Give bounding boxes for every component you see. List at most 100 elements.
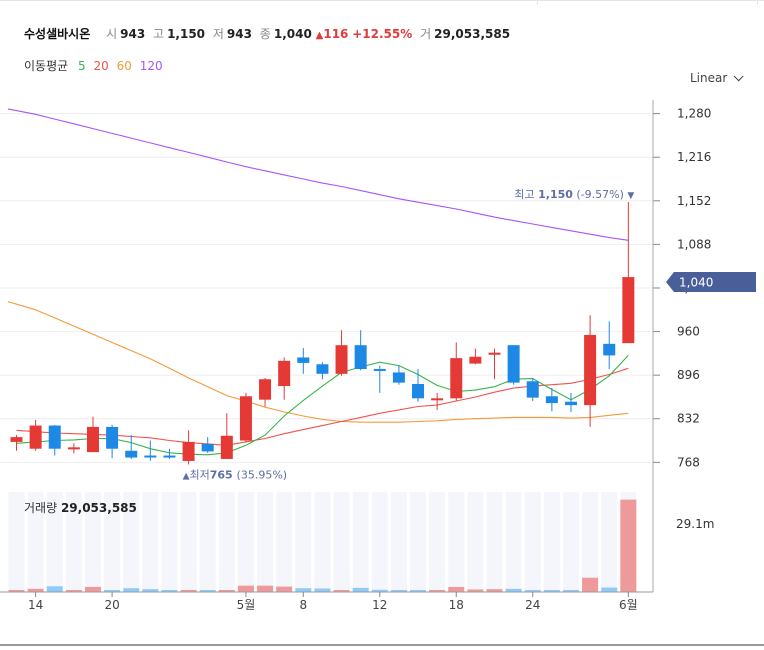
candle-body [67,447,80,450]
volume-bar [352,587,369,592]
volume-bg-bar [46,492,63,592]
volume-bg-bar [123,492,140,592]
low-value: 943 [226,27,252,41]
volume-bg-bar [352,492,369,592]
high-annotation: 최고 1,150 (-9.57%) ▼ [514,188,634,201]
grid-lines [0,113,653,463]
ma-legend-20[interactable]: 20 [93,59,109,73]
open-label: 시 [106,27,118,41]
low-annotation-value: 765 [210,468,237,481]
volume-bar [276,586,293,592]
volume-bg-bar [27,492,44,592]
ma5-line [16,355,629,456]
candle-body [220,435,233,459]
high-annotation-value: 1,150 [538,188,573,201]
volume-bar [371,589,388,592]
volume-value: 29,053,585 [434,27,511,41]
volume-bg-bar [199,492,216,592]
candle-body [297,357,310,363]
ma-legend-5[interactable]: 5 [78,59,86,73]
y-tick-label: 768 [677,455,700,469]
volume-bar [161,590,178,592]
scale-toggle-dropdown[interactable]: Linear [690,71,744,85]
change-percent: +12.55% [352,27,413,41]
volume-bg-bar [8,492,25,592]
high-label: 고 [153,27,165,41]
x-tick-label: 12 [372,598,387,612]
candle-body [201,443,214,452]
candle-body [507,345,520,383]
y-tick-label: 1,152 [677,194,711,208]
current-price-text: 1,040 [679,276,713,290]
volume-panel-title: 거래량 29,053,585 [24,499,137,516]
candle-body [125,450,138,458]
volume-bar [524,590,541,592]
high-value: 1,150 [167,27,206,41]
volume-bar [142,589,159,592]
volume-bg-bar [582,492,599,592]
candle-body [259,379,272,400]
volume-bars [8,499,637,592]
candle-body [86,426,99,453]
volume-bar [218,590,235,592]
close-label: 종 [259,27,271,41]
volume-bar [46,586,63,592]
candle-body [10,437,23,442]
volume-bar [333,590,350,592]
candle-body [488,352,501,355]
y-tick-label: 896 [677,368,700,382]
volume-bar [448,586,465,592]
x-tick-label: 20 [104,598,119,612]
volume-bar [390,590,407,592]
candle-body [335,345,348,374]
volume-bg-bar [562,492,579,592]
high-annotation-prefix: 최고 [514,188,538,201]
candle-body [431,398,444,401]
candle-body [239,396,252,441]
change-value: 116 [323,27,349,41]
volume-label: 거 [420,27,432,41]
volume-bar [601,587,618,592]
low-annotation-pct: (35.95%) [237,468,288,481]
ma60-line [7,301,629,423]
current-price-tag-shape: 1,040 [666,272,756,292]
volume-bg-bar [237,492,254,592]
volume-bar [467,589,484,592]
candle-body [622,277,635,344]
candle-body [48,425,61,449]
volume-bg-bar [486,492,503,592]
volume-bar [562,590,579,592]
volume-bg-bar [524,492,541,592]
low-label: 저 [212,27,224,41]
volume-axis-label: 29.1m [676,517,715,531]
volume-bg-bar [84,492,101,592]
volume-bg-bar [104,492,121,592]
y-tick-label: 832 [677,412,700,426]
moving-average-legend: 이동평균 5 20 60 120 [24,57,167,74]
ma120-line [7,108,629,241]
volume-bar [27,588,44,592]
stock-name: 수성샐바시온 [24,27,91,41]
top-divider [0,0,764,1]
high-annotation-pct: (-9.57%) [573,188,628,201]
volume-bar [486,589,503,592]
volume-bg-bar [410,492,427,592]
moving-average-lines [7,108,629,456]
candle-body [106,426,119,449]
volume-bg-bar [295,492,312,592]
volume-bar [543,590,560,592]
candle-body [354,345,367,370]
volume-bg-bar [161,492,178,592]
volume-bg-bar [218,492,235,592]
volume-bar [582,577,599,592]
ma-legend-60[interactable]: 60 [116,59,132,73]
volume-bg-bar [142,492,159,592]
ma-legend-120[interactable]: 120 [139,59,163,73]
high-marker-icon: ▼ [627,191,634,201]
candle-body [584,334,597,406]
top-divider-tick [757,0,758,5]
ma20-line [16,367,629,446]
candle-body [545,396,558,404]
